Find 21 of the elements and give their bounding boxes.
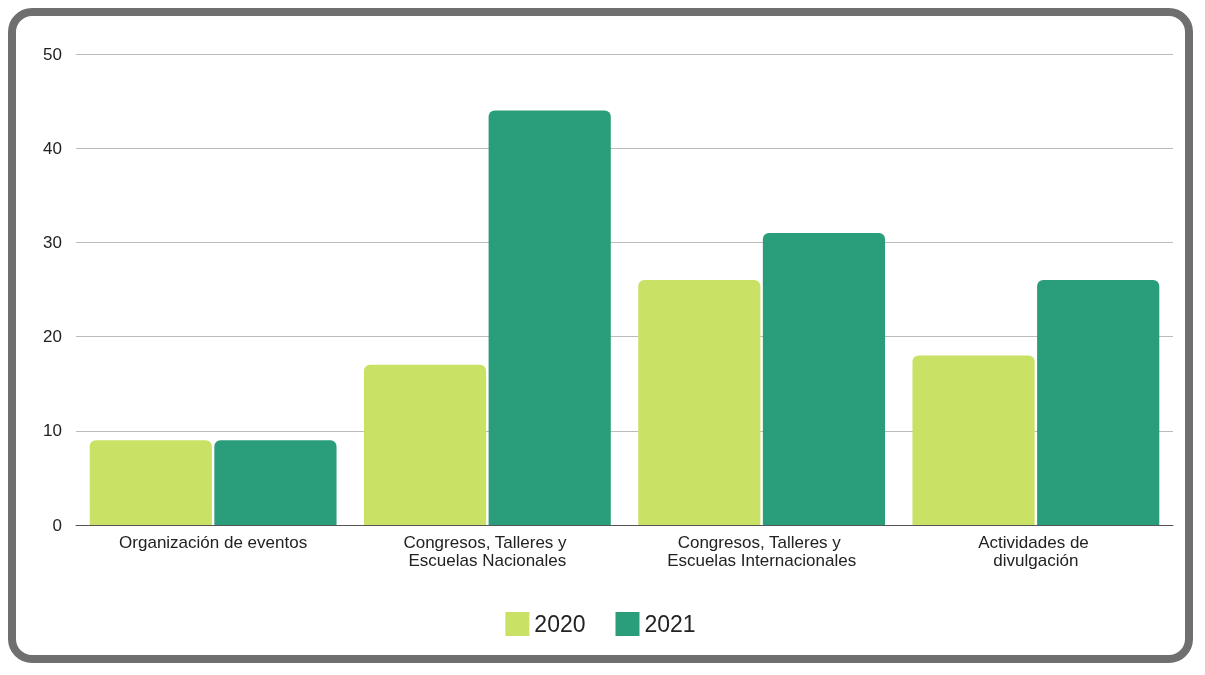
bar (1037, 280, 1160, 525)
y-tick-label: 20 (43, 327, 62, 347)
y-tick-label: 0 (52, 515, 62, 535)
bar (214, 440, 337, 525)
bar (89, 440, 212, 525)
bar (488, 110, 611, 525)
legend-label: 2020 (534, 611, 586, 637)
bar (912, 355, 1035, 525)
x-tick-label: Congresos, Talleres y Escuelas Internacionales (667, 532, 857, 570)
rounded-frame: 0 10 20 30 40 50 Organización de eventos Congresos, Talleres y Escuelas Nacionales Congresos, Talleres y Escuelas Internacionales Actividades de divulgación 2020 2021 (8, 8, 1193, 663)
y-tick-label: 30 (43, 232, 62, 252)
bar (638, 280, 761, 525)
x-tick-label: Organización de eventos (119, 532, 308, 552)
y-tick-label: 10 (43, 421, 62, 441)
x-tick-label: Congresos, Talleres y Escuelas Nacionales (403, 532, 572, 570)
y-tick-label: 50 (43, 44, 62, 64)
bar (762, 232, 886, 525)
legend-label: 2021 (644, 611, 696, 637)
bar (363, 364, 487, 525)
x-tick-label: Actividades de divulgación (978, 532, 1094, 570)
y-tick-label: 40 (43, 138, 62, 158)
